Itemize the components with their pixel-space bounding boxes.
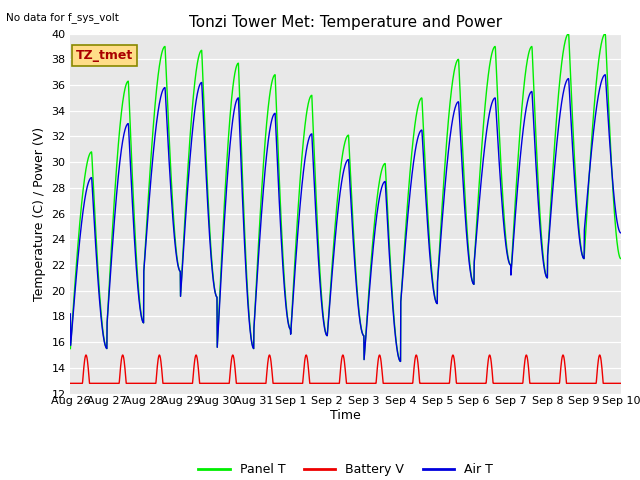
Text: No data for f_sys_volt: No data for f_sys_volt <box>6 12 119 23</box>
Legend: Panel T, Battery V, Air T: Panel T, Battery V, Air T <box>193 458 498 480</box>
Title: Tonzi Tower Met: Temperature and Power: Tonzi Tower Met: Temperature and Power <box>189 15 502 30</box>
Text: TZ_tmet: TZ_tmet <box>76 49 133 62</box>
X-axis label: Time: Time <box>330 409 361 422</box>
Y-axis label: Temperature (C) / Power (V): Temperature (C) / Power (V) <box>33 127 45 300</box>
